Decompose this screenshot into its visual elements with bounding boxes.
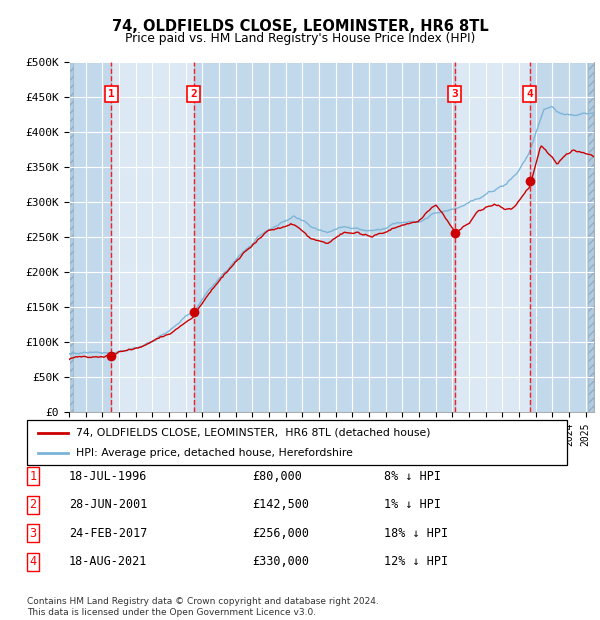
Text: 3: 3 <box>451 89 458 99</box>
Text: £142,500: £142,500 <box>252 498 309 511</box>
Bar <box>69 62 112 412</box>
Text: 18-JUL-1996: 18-JUL-1996 <box>69 470 148 482</box>
Text: 74, OLDFIELDS CLOSE, LEOMINSTER, HR6 8TL: 74, OLDFIELDS CLOSE, LEOMINSTER, HR6 8TL <box>112 19 488 33</box>
Text: 4: 4 <box>29 556 37 568</box>
Text: HPI: Average price, detached house, Herefordshire: HPI: Average price, detached house, Here… <box>76 448 352 458</box>
Text: 12% ↓ HPI: 12% ↓ HPI <box>384 556 448 568</box>
Bar <box>69 62 73 412</box>
Text: £256,000: £256,000 <box>252 527 309 539</box>
Text: 28-JUN-2001: 28-JUN-2001 <box>69 498 148 511</box>
Text: 4: 4 <box>526 89 533 99</box>
Text: 1: 1 <box>108 89 115 99</box>
Text: 18-AUG-2021: 18-AUG-2021 <box>69 556 148 568</box>
Text: Contains HM Land Registry data © Crown copyright and database right 2024.
This d: Contains HM Land Registry data © Crown c… <box>27 598 379 617</box>
Text: 24-FEB-2017: 24-FEB-2017 <box>69 527 148 539</box>
Text: 3: 3 <box>29 527 37 539</box>
Text: Price paid vs. HM Land Registry's House Price Index (HPI): Price paid vs. HM Land Registry's House … <box>125 32 475 45</box>
Text: 18% ↓ HPI: 18% ↓ HPI <box>384 527 448 539</box>
Text: 74, OLDFIELDS CLOSE, LEOMINSTER,  HR6 8TL (detached house): 74, OLDFIELDS CLOSE, LEOMINSTER, HR6 8TL… <box>76 428 430 438</box>
Text: 8% ↓ HPI: 8% ↓ HPI <box>384 470 441 482</box>
Text: £330,000: £330,000 <box>252 556 309 568</box>
FancyBboxPatch shape <box>27 420 567 465</box>
Text: 2: 2 <box>190 89 197 99</box>
Bar <box>194 62 455 412</box>
Text: 2: 2 <box>29 498 37 511</box>
Text: 1% ↓ HPI: 1% ↓ HPI <box>384 498 441 511</box>
Bar <box>530 62 594 412</box>
Text: £80,000: £80,000 <box>252 470 302 482</box>
Bar <box>588 62 596 412</box>
Text: 1: 1 <box>29 470 37 482</box>
